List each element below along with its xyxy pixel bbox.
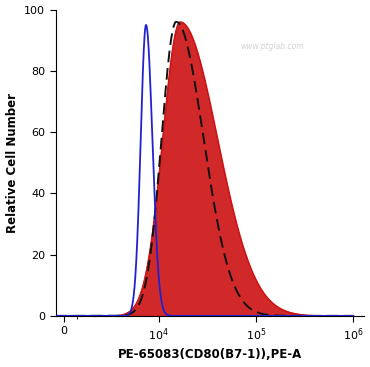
X-axis label: PE-65083(CD80(B7-1)),PE-A: PE-65083(CD80(B7-1)),PE-A xyxy=(118,348,302,361)
Text: www.ptglab.com: www.ptglab.com xyxy=(240,42,303,51)
Y-axis label: Relative Cell Number: Relative Cell Number xyxy=(6,93,18,233)
